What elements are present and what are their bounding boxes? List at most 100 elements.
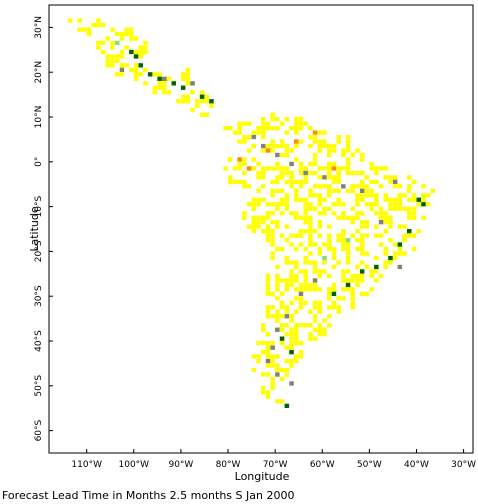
map-cell xyxy=(265,211,271,216)
map-cell xyxy=(270,354,275,359)
map-cell xyxy=(312,206,318,211)
longitude-tick-label: 90°W xyxy=(168,460,193,470)
map-cell xyxy=(341,215,346,220)
map-cell xyxy=(312,184,318,189)
map-cell xyxy=(341,202,346,207)
map-cell xyxy=(275,354,280,359)
map-cell xyxy=(270,376,275,382)
map-cell xyxy=(336,202,341,207)
map-cell xyxy=(251,215,257,220)
map-cell xyxy=(261,229,266,234)
map-cell xyxy=(289,314,294,319)
map-cell-orange xyxy=(246,166,252,171)
map-cell xyxy=(369,206,374,211)
map-cell xyxy=(359,273,365,279)
map-cell xyxy=(232,179,238,184)
map-cell xyxy=(388,220,393,225)
map-cell xyxy=(331,143,337,149)
map-cell xyxy=(256,215,261,220)
map-cell xyxy=(317,193,322,198)
map-cell xyxy=(110,63,115,68)
map-cell xyxy=(265,278,271,283)
latitude-tick-label: 20°S xyxy=(34,240,44,262)
map-cell xyxy=(312,157,318,162)
map-cell xyxy=(289,300,294,305)
map-cell xyxy=(289,179,294,184)
map-cell xyxy=(185,99,191,104)
map-cell xyxy=(294,211,299,216)
map-cell xyxy=(345,143,351,149)
map-cell xyxy=(124,31,129,37)
map-cell xyxy=(331,148,337,153)
map-cell xyxy=(294,273,299,279)
map-cell xyxy=(256,354,261,359)
map-cell xyxy=(261,170,266,176)
map-cell xyxy=(298,121,304,126)
map-cell xyxy=(133,36,139,41)
map-cell xyxy=(275,175,280,180)
map-cell xyxy=(279,233,285,238)
map-cell xyxy=(392,175,398,180)
map-cell xyxy=(265,229,271,234)
map-cell xyxy=(294,296,299,301)
map-cell xyxy=(355,148,360,153)
map-cell xyxy=(105,58,110,64)
map-cell xyxy=(421,215,426,220)
map-cell xyxy=(270,193,275,198)
map-cell xyxy=(407,184,412,189)
map-cell-dark_green xyxy=(289,350,294,355)
map-cell xyxy=(402,233,407,238)
map-cell xyxy=(359,170,365,176)
map-cell xyxy=(303,278,308,283)
map-cell xyxy=(199,112,205,117)
map-cell xyxy=(388,197,393,202)
map-cell xyxy=(265,354,271,359)
map-cell xyxy=(341,242,346,247)
map-cell xyxy=(407,197,412,202)
map-cell xyxy=(421,197,426,202)
map-cell xyxy=(303,197,308,202)
map-cells xyxy=(67,18,436,408)
map-cell xyxy=(265,394,271,400)
map-cell xyxy=(303,220,308,225)
map-cell xyxy=(388,202,393,207)
map-cell xyxy=(341,233,346,238)
map-cell xyxy=(364,224,370,229)
latitude-tick-label: 60°S xyxy=(34,419,44,441)
map-cell xyxy=(327,206,332,211)
map-cell xyxy=(294,354,299,359)
map-cell xyxy=(270,211,275,216)
map-cell xyxy=(392,184,398,189)
map-cell xyxy=(275,224,280,229)
map-cell xyxy=(331,202,337,207)
map-cell xyxy=(261,130,266,135)
map-cell xyxy=(298,139,304,144)
map-cell xyxy=(284,367,290,373)
map-cell xyxy=(256,358,261,364)
map-cell xyxy=(341,287,346,292)
map-cell xyxy=(308,193,313,198)
map-cell xyxy=(77,27,82,32)
map-cell xyxy=(317,184,322,189)
map-cell xyxy=(322,143,327,149)
map-cell xyxy=(284,179,290,184)
map-cell xyxy=(298,287,304,292)
map-cell xyxy=(265,309,271,314)
map-cell-gray xyxy=(275,152,280,158)
map-cell xyxy=(345,188,351,193)
map-cell xyxy=(246,202,252,207)
map-cell xyxy=(284,152,290,158)
map-cell xyxy=(190,90,195,95)
map-cell xyxy=(261,166,266,171)
map-cell xyxy=(383,264,388,270)
map-cell xyxy=(204,99,209,104)
map-cell xyxy=(359,246,365,252)
map-cell-dark_green xyxy=(374,264,379,270)
map-cell xyxy=(96,18,101,23)
map-cell xyxy=(298,179,304,184)
map-cell xyxy=(279,367,285,373)
map-cell xyxy=(133,76,139,81)
map-cell xyxy=(115,31,120,37)
map-cell xyxy=(322,318,327,323)
